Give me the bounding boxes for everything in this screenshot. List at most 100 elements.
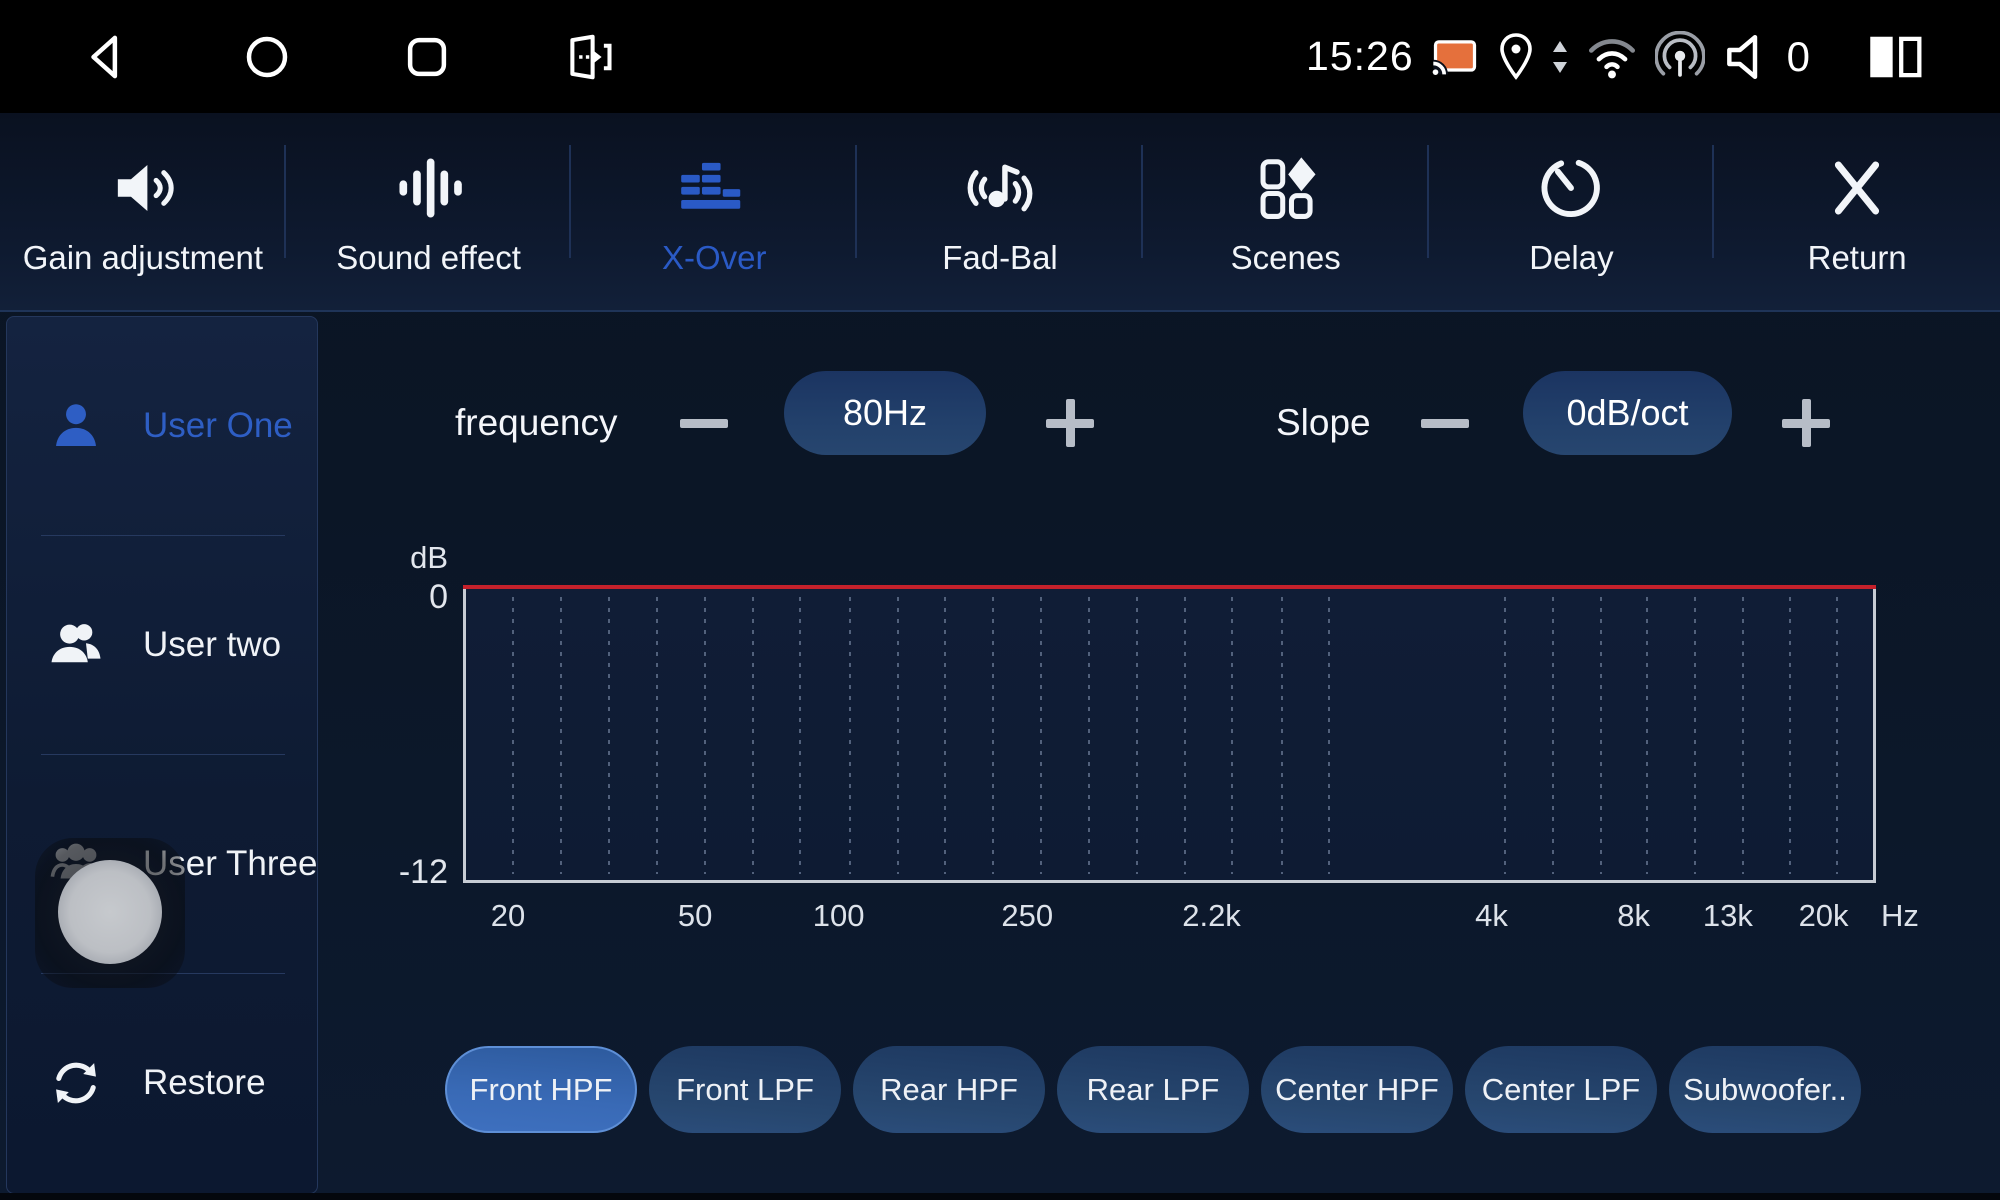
gridline <box>848 597 851 874</box>
android-nav-cluster <box>0 28 616 86</box>
sidebar-item-user-one[interactable]: User One <box>7 317 317 535</box>
y-tick-0: 0 <box>429 578 448 616</box>
speaker-icon <box>108 149 178 223</box>
sidebar-item-label: User two <box>143 625 282 664</box>
frequency-increase-button[interactable] <box>1042 395 1098 451</box>
plot-area <box>463 585 1876 883</box>
xover-panel: frequency 80Hz Slope 0dB/oct dB 0 -12 20… <box>318 310 2000 1200</box>
gridline <box>1742 597 1745 874</box>
gridline <box>1694 597 1697 874</box>
slope-decrease-button[interactable] <box>1417 395 1473 451</box>
gridline <box>1600 597 1603 874</box>
gridline <box>1646 597 1649 874</box>
sidebar-separator <box>41 754 285 755</box>
sidebar: User One User two User Three Restore <box>6 316 318 1194</box>
exit-app-icon[interactable] <box>558 28 616 86</box>
sidebar-item-label: Restore <box>143 1063 266 1102</box>
filter-button-center-hpf[interactable]: Center HPF <box>1261 1046 1453 1133</box>
gridline <box>751 597 754 874</box>
restore-icon <box>47 1054 105 1112</box>
x-axis-ticks: 20 50 100 250 2.2k 4k 8k 13k 20k <box>463 898 1870 938</box>
gridline <box>1231 597 1234 874</box>
hotspot-icon <box>1654 30 1705 83</box>
tab-scenes[interactable]: Scenes <box>1143 113 1429 310</box>
tab-label: Fad-Bal <box>942 239 1058 276</box>
gridline <box>896 597 899 874</box>
gridline <box>799 597 802 874</box>
tab-return[interactable]: Return <box>1714 113 2000 310</box>
x-tick-label: 20k <box>1798 898 1849 933</box>
gridline <box>1328 597 1331 874</box>
filter-button-rear-lpf[interactable]: Rear LPF <box>1057 1046 1249 1133</box>
y-tick-minus12: -12 <box>398 853 448 891</box>
gridline <box>1135 597 1138 874</box>
tab-delay[interactable]: Delay <box>1429 113 1715 310</box>
status-icons-cluster: 15:26 0 <box>1306 0 1930 113</box>
gridline <box>1836 597 1839 874</box>
tab-sound-effect[interactable]: Sound effect <box>286 113 572 310</box>
gridline <box>1183 597 1186 874</box>
gridline <box>1087 597 1090 874</box>
status-bar: 15:26 0 <box>0 0 2000 114</box>
gridline <box>1504 597 1507 874</box>
speaker-filter-row: Front HPF Front LPF Rear HPF Rear LPF Center… <box>445 1046 1861 1133</box>
x-tick-label: 2.2k <box>1182 898 1241 933</box>
frequency-label: frequency <box>455 402 618 443</box>
cast-icon <box>1429 31 1481 83</box>
x-axis-unit-label: Hz <box>1881 898 1919 933</box>
tab-label: Return <box>1807 239 1907 276</box>
x-tick-label: 50 <box>677 898 713 933</box>
filter-button-subwoofer[interactable]: Subwoofer.. <box>1669 1046 1861 1133</box>
frequency-value: 80Hz <box>784 371 986 455</box>
two-person-icon <box>47 616 105 674</box>
sidebar-item-user-two[interactable]: User two <box>7 536 317 754</box>
timer-icon <box>1536 149 1606 223</box>
home-icon[interactable] <box>238 28 296 86</box>
x-tick-label: 250 <box>1001 898 1054 933</box>
gridline <box>1280 597 1283 874</box>
sidebar-item-restore[interactable]: Restore <box>7 974 317 1192</box>
slope-increase-button[interactable] <box>1778 395 1834 451</box>
tab-fad-bal[interactable]: Fad-Bal <box>857 113 1143 310</box>
tab-x-over[interactable]: X-Over <box>571 113 857 310</box>
back-icon[interactable] <box>78 28 136 86</box>
filter-button-rear-hpf[interactable]: Rear HPF <box>853 1046 1045 1133</box>
x-tick-label: 4k <box>1475 898 1508 933</box>
gridline <box>992 597 995 874</box>
tab-label: X-Over <box>662 239 767 276</box>
x-tick-label: 8k <box>1617 898 1650 933</box>
volume-icon <box>1720 29 1776 85</box>
x-tick-label: 13k <box>1702 898 1753 933</box>
person-icon <box>47 397 105 455</box>
frequency-decrease-button[interactable] <box>676 395 732 451</box>
location-icon <box>1496 31 1536 83</box>
slope-value: 0dB/oct <box>1523 371 1732 455</box>
filter-button-front-hpf[interactable]: Front HPF <box>445 1046 637 1133</box>
volume-level: 0 <box>1786 32 1810 80</box>
gridline <box>655 597 658 874</box>
x-tick-label: 100 <box>812 898 865 933</box>
gridline <box>944 597 947 874</box>
recents-icon[interactable] <box>398 28 456 86</box>
tab-label: Sound effect <box>336 239 521 276</box>
equalizer-bars-icon <box>679 149 749 223</box>
slope-label: Slope <box>1276 402 1371 443</box>
gridline <box>560 597 563 874</box>
splitscreen-icon <box>1866 30 1930 84</box>
tab-label: Delay <box>1529 239 1614 276</box>
sidebar-separator <box>41 535 285 536</box>
response-curve <box>463 585 1876 589</box>
clock: 15:26 <box>1306 33 1414 79</box>
gridline <box>608 597 611 874</box>
filter-button-center-lpf[interactable]: Center LPF <box>1465 1046 1657 1133</box>
touch-indicator-dot <box>58 860 162 964</box>
gridline <box>1040 597 1043 874</box>
updown-arrows-icon <box>1551 36 1569 78</box>
scenes-icon <box>1251 149 1321 223</box>
tab-gain-adjustment[interactable]: Gain adjustment <box>0 113 286 310</box>
wifi-icon <box>1584 33 1640 81</box>
gridline <box>703 597 706 874</box>
filter-button-front-lpf[interactable]: Front LPF <box>649 1046 841 1133</box>
close-icon <box>1822 149 1892 223</box>
